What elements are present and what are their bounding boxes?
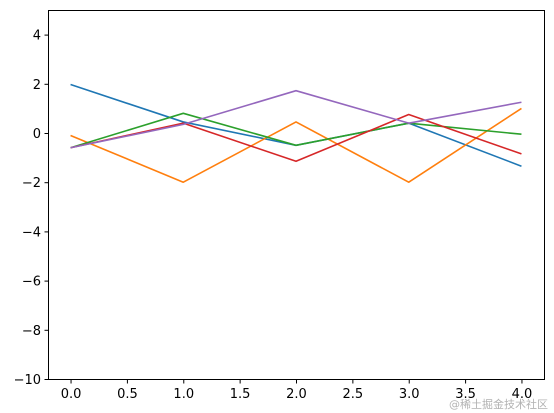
plot-lines (70, 83, 522, 183)
x-tick-label: 3.0 (399, 387, 420, 402)
y-tick-label: −4 (22, 225, 41, 240)
y-tick-label: 0 (33, 127, 41, 142)
series-line-4 (70, 113, 522, 163)
axes-frame (48, 10, 545, 380)
y-tick-label: 2 (33, 78, 41, 93)
x-tick-label: 2.0 (286, 387, 307, 402)
x-tick-label: 2.5 (343, 387, 364, 402)
y-tick-label: 4 (33, 29, 41, 44)
x-tick-label: 0.5 (117, 387, 138, 402)
series-line-1 (70, 83, 522, 167)
x-tick-label: 1.5 (230, 387, 251, 402)
x-tick-label: 4.0 (512, 387, 533, 402)
y-axis-ticks: −10 −8 −6 −4 −2 0 2 4 (14, 29, 49, 388)
series-line-2 (70, 107, 522, 183)
x-axis-ticks: 0.0 0.5 1.0 1.5 2.0 2.5 3.0 3.5 4.0 (61, 379, 533, 402)
y-tick-label: −2 (22, 176, 41, 191)
series-line-5 (70, 89, 522, 149)
x-tick-label: 0.0 (61, 387, 82, 402)
watermark-text: @稀土掘金技术社区 (449, 397, 548, 411)
x-tick-label: 3.5 (455, 387, 476, 402)
y-tick-label: −8 (22, 324, 41, 339)
x-tick-label: 1.0 (173, 387, 194, 402)
y-tick-label: −6 (22, 275, 41, 290)
y-tick-label: −10 (14, 373, 41, 388)
